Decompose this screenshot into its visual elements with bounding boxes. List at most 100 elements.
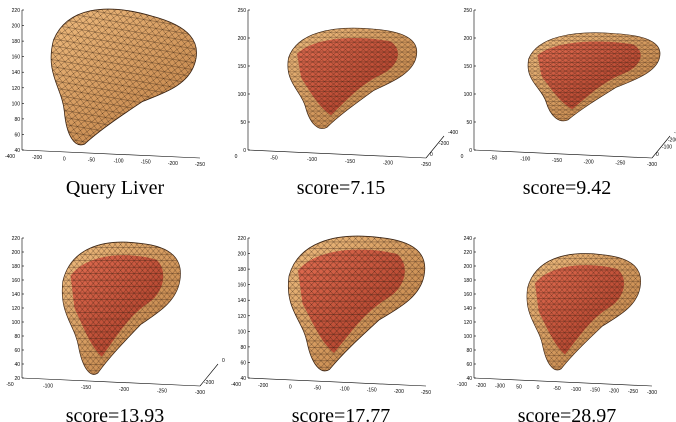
y-tick-label: 160 — [12, 55, 21, 61]
y-tick-label: 80 — [14, 334, 20, 340]
y-tick-label: 150 — [464, 64, 473, 70]
x-tick-label: -400 — [231, 382, 241, 388]
y-tick-label: 220 — [12, 8, 21, 14]
x-tick-label: 0 — [63, 156, 66, 162]
x-tick-label: -100 — [307, 157, 317, 163]
y-tick-label: 180 — [238, 267, 247, 273]
y-tick-label: 80 — [466, 348, 472, 354]
x-tick-label: -50 — [314, 385, 321, 391]
x-tick-label: -100 — [520, 157, 530, 163]
x-tick-label: -250 — [421, 390, 431, 396]
y-tick-label: 50 — [240, 120, 246, 126]
y-tick-label: 40 — [466, 376, 472, 382]
x-tick-label: -100 — [457, 382, 467, 388]
x-tick-label: -150 — [81, 385, 91, 391]
y-tick-label: 120 — [12, 86, 21, 92]
caption: score=17.77 — [292, 405, 390, 422]
y-tick-label: 140 — [464, 306, 473, 312]
x-axis — [22, 150, 200, 158]
x-tick-label: -50 — [6, 382, 13, 388]
x-tick-label: -300 — [195, 390, 205, 396]
x-axis — [474, 150, 652, 158]
y-tick-label: 120 — [12, 306, 21, 312]
y-tick-label: 120 — [464, 320, 473, 326]
x-tick-label: -250 — [157, 388, 167, 394]
z-tick-label: -100 — [662, 145, 672, 151]
y-tick-label: 50 — [466, 120, 472, 126]
x-tick-label: -100 — [340, 387, 350, 393]
y-tick-label: 220 — [238, 236, 247, 242]
x-tick-label: -200 — [584, 159, 594, 165]
y-tick-label: 40 — [14, 148, 20, 154]
x-tick-label: 0 — [289, 384, 292, 390]
y-tick-label: 100 — [238, 329, 247, 335]
x-axis — [248, 378, 426, 386]
x-tick-label: -250 — [628, 389, 638, 395]
x-tick-label: -150 — [345, 159, 355, 165]
y-tick-label: 60 — [466, 362, 472, 368]
x-tick-label: 0 — [235, 154, 238, 160]
x-tick-label: -100 — [571, 387, 581, 393]
y-tick-label: 200 — [12, 24, 21, 30]
y-tick-label: 100 — [238, 92, 247, 98]
z-tick-label: -200 — [668, 137, 676, 143]
y-tick-label: 180 — [12, 264, 21, 270]
x-tick-label: -250 — [615, 161, 625, 167]
y-tick-label: 140 — [12, 70, 21, 76]
z-tick-label: 0 — [656, 152, 659, 158]
x-tick-label: -150 — [367, 388, 377, 394]
x-tick-label: -150 — [590, 388, 600, 394]
x-tick-label: -200 — [258, 383, 268, 389]
y-tick-label: 200 — [238, 252, 247, 258]
z-tick-label: -400 — [448, 130, 458, 136]
y-tick-label: 80 — [240, 345, 246, 351]
x-tick-label: -200 — [476, 383, 486, 389]
figure: 406080100120140160180200220-400-2000-50-… — [0, 0, 676, 422]
x-tick-label: -50 — [88, 157, 95, 163]
y-tick-label: 160 — [238, 283, 247, 289]
z-tick-label: -200 — [439, 141, 449, 147]
y-tick-label: 100 — [12, 320, 21, 326]
x-tick-label: -300 — [495, 384, 505, 390]
y-tick-label: 140 — [238, 298, 247, 304]
x-tick-label: 0 — [537, 385, 540, 391]
x-tick-label: -50 — [270, 156, 277, 162]
x-tick-label: 0 — [461, 154, 464, 160]
y-tick-label: 250 — [238, 8, 247, 14]
y-tick-label: 60 — [14, 132, 20, 138]
z-tick-label: -200 — [204, 380, 214, 386]
x-tick-label: -250 — [421, 162, 431, 168]
x-tick-label: -100 — [114, 159, 124, 165]
y-tick-label: 140 — [12, 292, 21, 298]
x-tick-label: -200 — [609, 388, 619, 394]
x-tick-label: -200 — [32, 155, 42, 161]
caption: score=7.15 — [297, 177, 385, 199]
x-tick-label: -200 — [119, 387, 129, 393]
y-tick-label: 100 — [464, 334, 473, 340]
caption: score=28.97 — [518, 405, 616, 422]
y-tick-label: 200 — [464, 264, 473, 270]
y-tick-label: 120 — [238, 314, 247, 320]
x-tick-label: -200 — [168, 161, 178, 167]
y-tick-label: 250 — [464, 8, 473, 14]
z-tick-label: 0 — [222, 358, 225, 364]
y-tick-label: 160 — [12, 278, 21, 284]
x-tick-label: -200 — [383, 160, 393, 166]
z-axis — [426, 136, 444, 158]
y-tick-label: 200 — [464, 36, 473, 42]
y-tick-label: 60 — [14, 348, 20, 354]
y-tick-label: 40 — [240, 376, 246, 382]
caption: score=13.93 — [66, 405, 164, 422]
y-tick-label: 240 — [464, 236, 473, 242]
y-tick-label: 60 — [240, 360, 246, 366]
y-tick-label: 200 — [238, 36, 247, 42]
x-tick-label: -100 — [43, 384, 53, 390]
y-tick-label: 20 — [14, 376, 20, 382]
x-tick-label: -250 — [195, 162, 205, 168]
y-tick-label: 200 — [12, 250, 21, 256]
x-tick-label: -200 — [394, 389, 404, 395]
y-tick-label: 80 — [14, 117, 20, 123]
y-tick-label: 0 — [469, 148, 472, 154]
y-tick-label: 0 — [243, 148, 246, 154]
z-tick-label: 0 — [430, 152, 433, 158]
